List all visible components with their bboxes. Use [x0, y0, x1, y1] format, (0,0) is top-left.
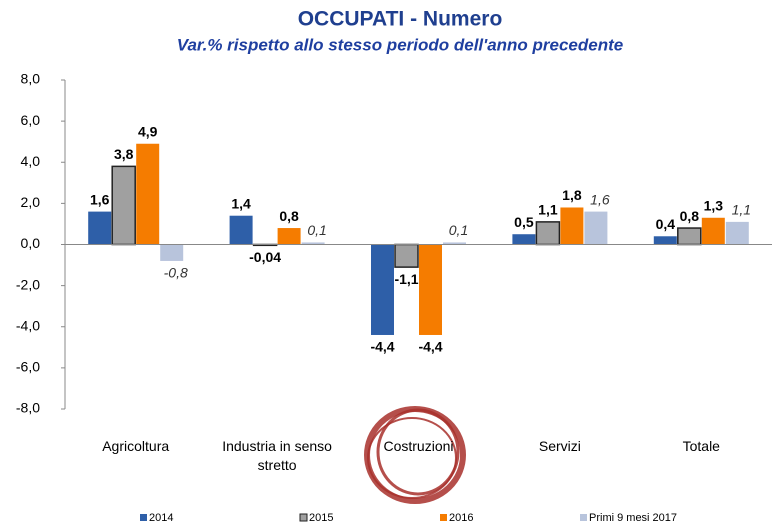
legend-label: 2014 — [149, 512, 173, 524]
bar — [394, 243, 419, 268]
y-tick-label: 4,0 — [21, 153, 41, 169]
data-label: -4,4 — [418, 339, 442, 355]
legend-swatch — [299, 513, 308, 522]
data-label: 1,3 — [704, 197, 724, 213]
chart-subtitle: Var.% rispetto allo stesso periodo dell'… — [177, 35, 623, 54]
bar — [419, 244, 442, 335]
y-tick-label: 0,0 — [21, 235, 41, 251]
logo — [364, 406, 466, 504]
data-label: 0,8 — [680, 208, 700, 224]
bar — [584, 211, 608, 245]
data-label: 3,8 — [114, 146, 134, 162]
data-label: 1,6 — [590, 191, 610, 207]
y-tick-label: 2,0 — [21, 194, 41, 210]
bar — [443, 242, 466, 245]
y-tick-label: -2,0 — [16, 276, 40, 292]
y-tick-label: -8,0 — [16, 400, 40, 416]
bar — [701, 217, 725, 245]
data-label: 1,8 — [562, 187, 582, 203]
data-label: 1,1 — [538, 202, 558, 218]
bar — [136, 143, 160, 245]
data-label: 1,1 — [732, 202, 751, 218]
data-label: 0,8 — [279, 208, 299, 224]
bar — [111, 165, 136, 246]
data-label: 0,1 — [307, 222, 326, 238]
x-tick-label: Servizi — [538, 438, 581, 454]
bar — [653, 236, 677, 245]
bar — [677, 227, 702, 246]
chart-title: OCCUPATI - Numero — [298, 8, 503, 31]
data-label: 0,1 — [449, 222, 468, 238]
data-label: -0,04 — [249, 249, 281, 265]
bar — [229, 215, 253, 245]
bar — [512, 234, 536, 245]
data-label: 1,6 — [90, 191, 110, 207]
bar — [277, 228, 301, 245]
legend-label: 2016 — [449, 512, 473, 524]
bar — [725, 221, 749, 245]
bar — [560, 207, 584, 245]
data-label: 0,4 — [656, 216, 676, 232]
bar — [371, 244, 394, 335]
legend-label: 2015 — [309, 512, 333, 524]
data-label: -1,1 — [394, 271, 418, 287]
legend-swatch — [580, 514, 587, 521]
x-tick-label: Costruzioni — [383, 438, 454, 454]
y-tick-label: -6,0 — [16, 359, 40, 375]
x-tick-label: Agricoltura — [102, 438, 170, 454]
data-label: -4,4 — [370, 339, 394, 355]
bar — [301, 242, 325, 245]
y-tick-label: -4,0 — [16, 317, 40, 333]
data-label: 0,5 — [514, 214, 534, 230]
bar — [160, 244, 184, 261]
data-label: -0,8 — [164, 265, 188, 281]
data-label: 1,4 — [231, 195, 251, 211]
y-tick-label: 8,0 — [21, 71, 41, 87]
legend-label: Primi 9 mesi 2017 — [589, 512, 677, 524]
data-label: 4,9 — [138, 123, 158, 139]
legend-swatch — [440, 514, 447, 521]
legend-swatch — [140, 514, 147, 521]
x-tick-label: Industria in senso stretto — [222, 438, 332, 473]
y-tick-label: 6,0 — [21, 112, 41, 128]
bar — [535, 221, 561, 246]
x-tick-label: Totale — [682, 438, 720, 454]
bar — [88, 211, 112, 245]
